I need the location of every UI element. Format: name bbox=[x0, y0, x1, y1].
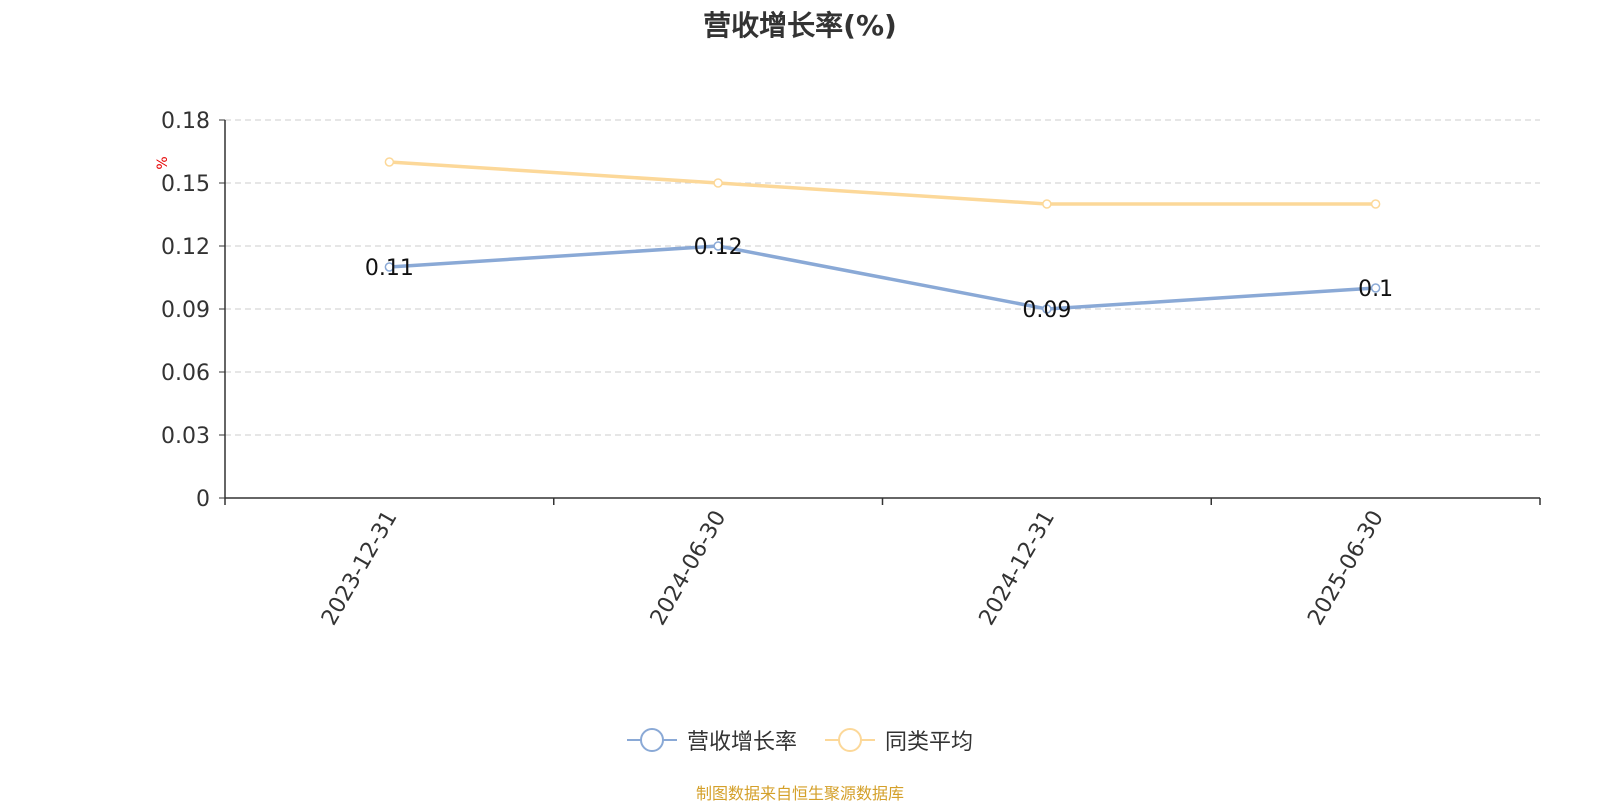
y-tick-label: 0.09 bbox=[161, 298, 210, 323]
legend-item-series-2[interactable]: 同类平均 bbox=[825, 724, 973, 756]
legend: 营收增长率 同类平均 bbox=[0, 724, 1600, 756]
legend-label-series-1: 营收增长率 bbox=[686, 730, 797, 755]
data-point-series-2 bbox=[1370, 199, 1381, 209]
x-tick-label: 2024-12-31 bbox=[974, 507, 1060, 630]
y-tick-label: 0.18 bbox=[161, 109, 210, 134]
data-point-series-1 bbox=[1042, 304, 1052, 314]
data-point-series-2 bbox=[713, 178, 723, 188]
x-tick-label: 2023-12-31 bbox=[317, 507, 403, 630]
data-label: 0.1 bbox=[1358, 277, 1393, 302]
data-label: 0.11 bbox=[365, 256, 414, 281]
legend-item-series-1[interactable]: 营收增长率 bbox=[626, 724, 797, 756]
legend-label-series-2: 同类平均 bbox=[885, 730, 974, 755]
y-tick-label: 0.15 bbox=[161, 172, 210, 197]
x-tick-label: 2024-06-30 bbox=[646, 507, 732, 630]
data-point-series-1 bbox=[384, 262, 395, 272]
y-tick-label: 0.06 bbox=[161, 361, 210, 386]
y-tick-label: 0 bbox=[196, 487, 210, 512]
data-source-note: 制图数据来自恒生聚源数据库 bbox=[695, 784, 904, 803]
data-point-series-1 bbox=[713, 241, 723, 251]
data-label: 0.09 bbox=[1022, 298, 1071, 323]
data-point-series-2 bbox=[384, 157, 395, 167]
x-tick-label: 2025-06-30 bbox=[1303, 507, 1389, 630]
data-label: 0.12 bbox=[694, 235, 743, 260]
series-line-1 bbox=[389, 244, 1376, 311]
y-axis-unit-label: % bbox=[155, 156, 171, 169]
data-point-series-2 bbox=[1042, 199, 1052, 209]
chart-title: 营收增长率(%) bbox=[703, 9, 897, 42]
series-line-2 bbox=[389, 160, 1376, 206]
data-point-series-1 bbox=[1370, 283, 1381, 293]
legend-line-circle-icon bbox=[825, 728, 875, 752]
y-tick-label: 0.03 bbox=[161, 424, 210, 449]
legend-line-circle-icon bbox=[626, 728, 677, 752]
y-tick-label: 0.12 bbox=[161, 235, 210, 260]
